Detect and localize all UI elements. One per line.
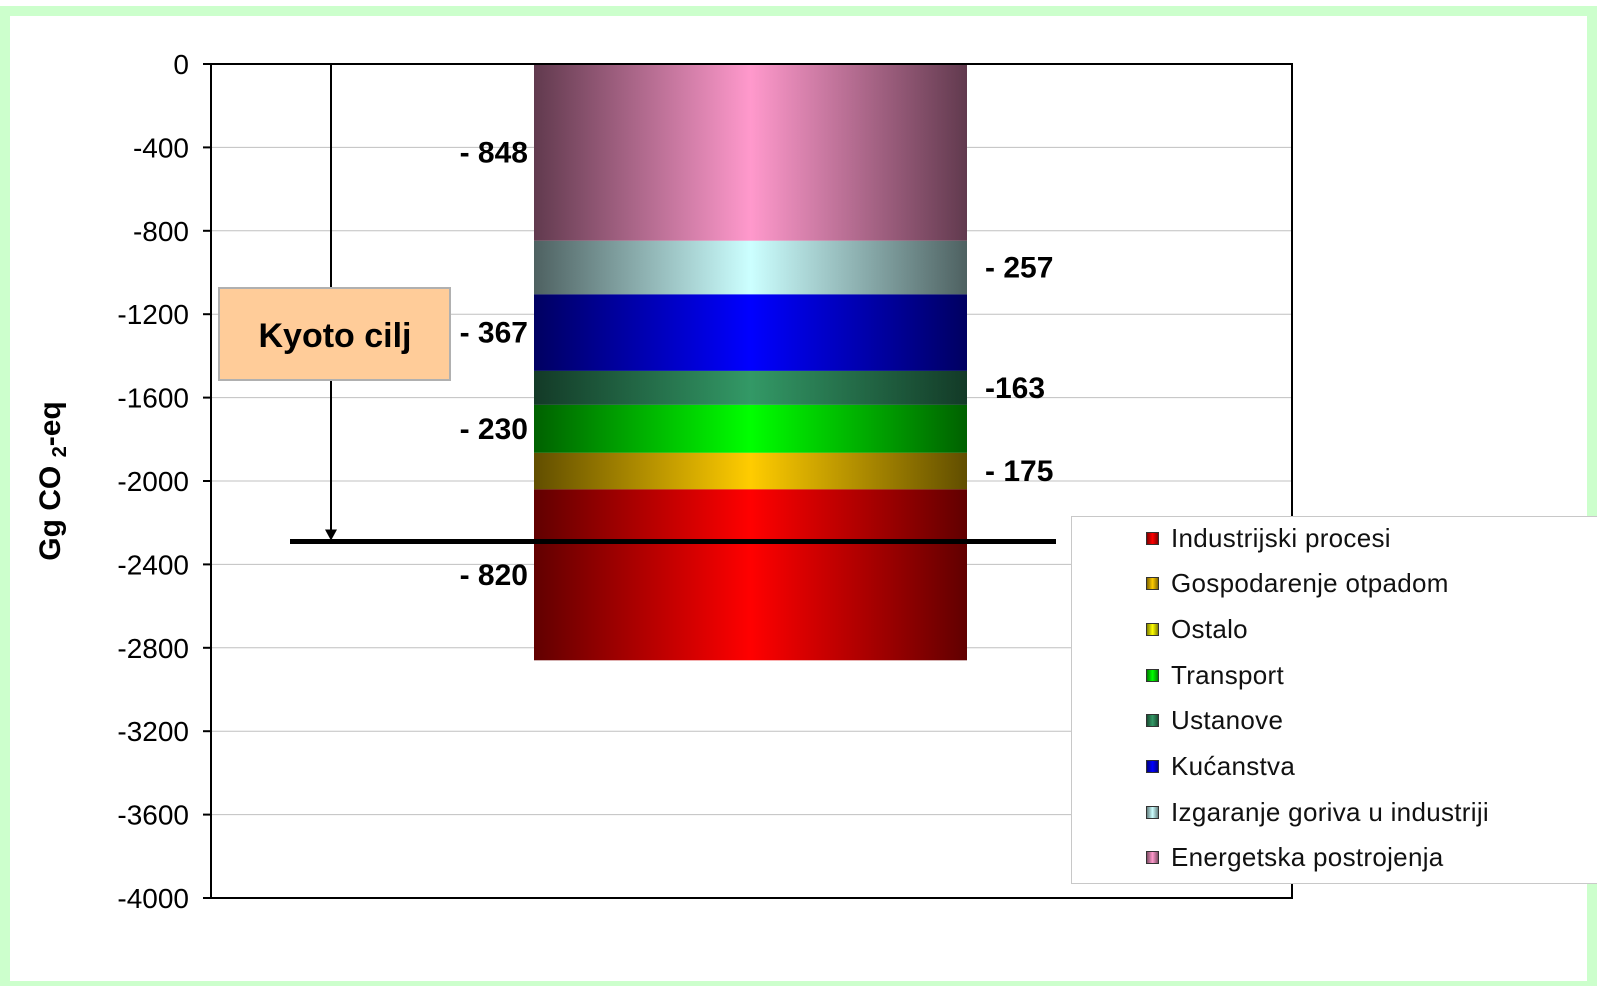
legend-swatch: [1146, 714, 1159, 728]
data-label-ustanove: -163: [985, 372, 1045, 405]
legend-item-kucanstva: Kućanstva: [1146, 751, 1296, 782]
data-label-industrijski-procesi: - 820: [460, 559, 528, 592]
y-tick-label: -1600: [117, 383, 189, 414]
legend-item-transport: Transport: [1146, 660, 1284, 690]
legend-swatch: [1146, 805, 1159, 819]
bar-segment-industrijski-procesi: [534, 489, 967, 661]
data-label-kucanstva: - 367: [460, 317, 528, 350]
bar-segment-gospodarenje-otpadom: [534, 452, 967, 490]
legend-label: Industrijski procesi: [1171, 522, 1391, 553]
legend-label: Ustanove: [1171, 705, 1284, 736]
y-tick-label: -3600: [117, 800, 189, 831]
data-label-transport: - 230: [460, 413, 528, 446]
legend-swatch: [1146, 851, 1159, 865]
bar-segments: [534, 64, 967, 661]
y-tick-label: -800: [133, 216, 189, 247]
legend-label: Transport: [1171, 659, 1284, 690]
y-tick-label: -2400: [117, 549, 189, 580]
legend-item-ostalo: Ostalo: [1146, 614, 1248, 644]
bar-segment-izgaranje-goriva-u-industriji: [534, 240, 967, 295]
legend-label: Energetska postrojenja: [1171, 842, 1444, 873]
legend-label: Gospodarenje otpadom: [1171, 568, 1449, 599]
y-axis-title: Gg CO 2-eq: [34, 401, 71, 560]
data-label-izgaranje-goriva-u-industriji: - 257: [985, 252, 1053, 285]
legend: Industrijski procesi Gospodarenje otpadom…: [1071, 516, 1597, 884]
legend-swatch: [1146, 760, 1159, 773]
legend-item-gospodarenje-otpadom: Gospodarenje otpadom: [1146, 568, 1449, 599]
legend-swatch: [1146, 622, 1159, 636]
legend-label: Izgaranje goriva u industriji: [1171, 796, 1489, 827]
bar-segment-transport: [534, 404, 967, 453]
legend-swatch: [1146, 531, 1159, 545]
data-label-energetska-postrojenja: - 848: [460, 136, 528, 169]
y-tick-label: -400: [133, 132, 189, 163]
legend-swatch: [1146, 668, 1159, 682]
legend-item-izgaranje-goriva-u-industriji: Izgaranje goriva u industriji: [1146, 797, 1489, 827]
bar-segment-ustanove: [534, 370, 967, 405]
legend-item-energetska-postrojenja: Energetska postrojenja: [1146, 842, 1444, 873]
y-tick-label: -4000: [117, 883, 189, 914]
y-tick-label: -1200: [117, 299, 189, 330]
y-tick-label: -2000: [117, 466, 189, 497]
segment-labels: - 848 - 257 - 367 -163 - 230 - 175 - 820: [460, 136, 1054, 591]
data-label-gospodarenje-otpadom: - 175: [985, 455, 1053, 488]
bar-segment-energetska-postrojenja: [534, 64, 967, 241]
legend-item-ustanove: Ustanove: [1146, 705, 1284, 736]
kyoto-label-box: [218, 287, 451, 381]
legend-item-industrijski-procesi: Industrijski procesi: [1146, 523, 1391, 553]
bar-segment-kucanstva: [534, 294, 967, 371]
y-tick-label: -2800: [117, 633, 189, 664]
legend-label: Kućanstva: [1171, 751, 1296, 781]
y-tick-label: -3200: [117, 716, 189, 747]
y-axis-ticks: 0 -400 -800 -1200 -1600 -2000 -2400 -2800 -3200 -…: [117, 49, 211, 914]
kyoto-annotation: Kyoto cilj: [218, 64, 1056, 544]
legend-swatch: [1146, 577, 1159, 591]
arrow-head-icon: [325, 529, 337, 541]
kyoto-label: Kyoto cilj: [258, 317, 411, 355]
y-tick-label: 0: [173, 49, 189, 80]
legend-label: Ostalo: [1171, 613, 1248, 644]
